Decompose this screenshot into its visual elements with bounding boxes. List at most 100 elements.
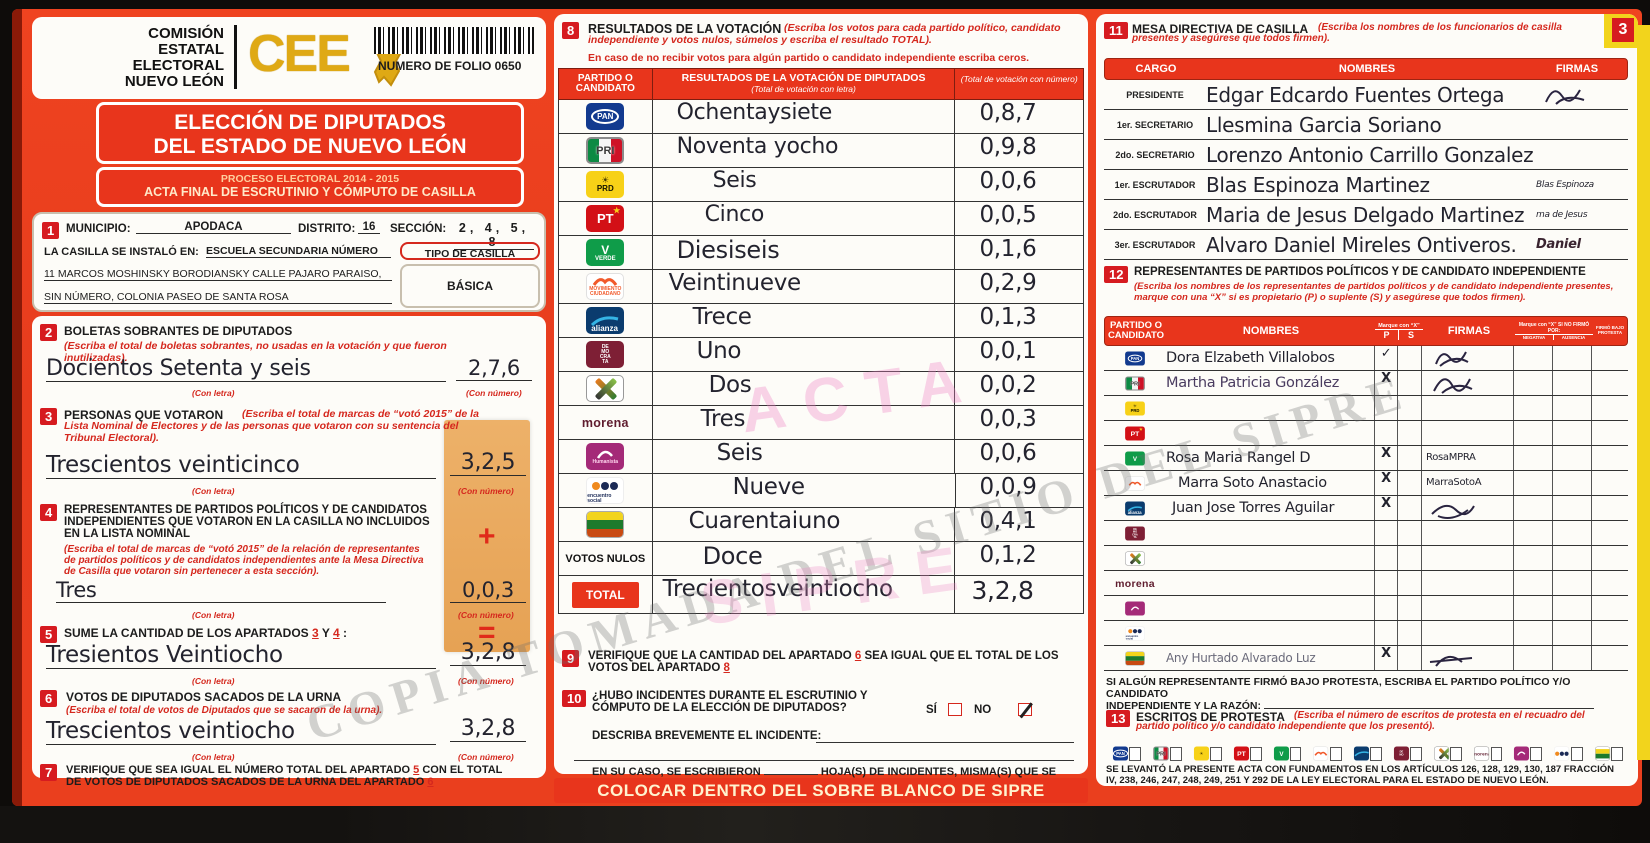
col-ausencia: AUSENCIA bbox=[1561, 335, 1586, 340]
protest-count-box[interactable] bbox=[1409, 746, 1422, 761]
con-numero-label: (Con número) bbox=[466, 388, 522, 398]
section5-title: SUME LA CANTIDAD DE LOS APARTADOS bbox=[64, 626, 309, 640]
table-row: PRESIDENTE Edgar Edcardo Fuentes Ortega bbox=[1104, 80, 1628, 110]
con-letra-label: (Con letra) bbox=[192, 752, 235, 762]
section2-badge: 2 bbox=[40, 324, 58, 341]
votos-nulos-label: VOTOS NULOS bbox=[559, 542, 653, 575]
section2-title: BOLETAS SOBRANTES DE DIPUTADOS bbox=[64, 324, 293, 338]
protest-count-box[interactable] bbox=[1329, 746, 1342, 761]
con-numero-label: (Con número) bbox=[458, 486, 514, 496]
con-numero-label: (Con número) bbox=[458, 676, 514, 686]
sum-highlight-strip bbox=[444, 420, 530, 652]
protest-count-box[interactable] bbox=[1169, 746, 1182, 761]
table-row: 1er. ESCRUTADOR Blas Espinoza Martinez Bla… bbox=[1104, 170, 1628, 200]
party-logo-cruzada-ciudadana bbox=[586, 375, 625, 402]
total-label: TOTAL bbox=[571, 581, 639, 608]
signature-scribble bbox=[1545, 89, 1585, 105]
table-row bbox=[1104, 596, 1628, 621]
protest-count-box[interactable] bbox=[1369, 746, 1382, 761]
section4-badge: 4 bbox=[40, 504, 58, 521]
party-logo-encuentro-social bbox=[1554, 746, 1570, 761]
party-logo-cruzada-ciudadana bbox=[1125, 550, 1145, 566]
annex-blank bbox=[763, 774, 818, 775]
p-mark: X bbox=[1374, 446, 1398, 470]
no-label: NO bbox=[974, 704, 992, 716]
votos-nulos-row: VOTOS NULOS Doce 0,1,2 bbox=[558, 542, 1084, 576]
col-negativa: NEGATIVA bbox=[1515, 335, 1554, 340]
vote-numero: 0,0,2 bbox=[979, 372, 1037, 398]
table-row: PRI Martha Patricia González X bbox=[1104, 371, 1628, 396]
table-row: ☀ PRD bbox=[1104, 396, 1628, 421]
rep-name: Martha Patricia González bbox=[1166, 375, 1340, 391]
ref-apartado-6b: 6 bbox=[854, 650, 862, 662]
table-row: DE MO CRA TA Uno 0,0,1 bbox=[558, 338, 1084, 372]
vote-numero: 0,0,5 bbox=[979, 202, 1037, 228]
protest-count-box[interactable] bbox=[1450, 746, 1463, 761]
protest-count-box[interactable] bbox=[1570, 746, 1583, 761]
table-row: PRI Noventa yocho 0,9,8 bbox=[558, 134, 1084, 168]
page-number-badge: 3 bbox=[1612, 18, 1634, 42]
table-row: PT ★ bbox=[1104, 421, 1628, 446]
p-mark: X bbox=[1374, 471, 1398, 495]
ref-apartado-4: 4 bbox=[332, 626, 340, 640]
con-letra-label: (Con letra) bbox=[192, 676, 235, 686]
section5-badge: 5 bbox=[40, 626, 58, 643]
protest-count-box[interactable] bbox=[1249, 746, 1262, 761]
votos-nulos-letra: Doce bbox=[653, 542, 956, 575]
vote-numero: 0,9,8 bbox=[979, 134, 1037, 160]
vote-letra: Noventa yocho bbox=[653, 134, 956, 167]
party-logo-nueva-alianza bbox=[1353, 746, 1369, 761]
table-row: encuentro social Nueve 0,0,9 bbox=[558, 474, 1084, 508]
signature: Blas Espinoza bbox=[1536, 179, 1594, 190]
p-mark: ✓ bbox=[1374, 346, 1398, 370]
protest-count-box[interactable] bbox=[1209, 746, 1222, 761]
col-nombres: NOMBRES bbox=[1338, 63, 1396, 75]
votos-nulos-numero: 0,1,2 bbox=[979, 542, 1037, 568]
section8-title: RESULTADOS DE LA VOTACIÓN bbox=[588, 22, 782, 36]
p-mark: X bbox=[1374, 371, 1398, 395]
protest-count-box[interactable] bbox=[1128, 746, 1141, 761]
party-logo-pri: PRI bbox=[586, 137, 625, 164]
section10-question: ¿HUBO INCIDENTES DURANTE EL ESCRUTINIO Y… bbox=[592, 690, 868, 714]
agency-name: COMISIÓN ESTATAL ELECTORAL NUEVO LEÓN bbox=[124, 25, 224, 90]
section4-numero: 0,0,3 bbox=[450, 578, 526, 603]
protest-text-2: INDEPENDIENTE Y LA RAZÓN: bbox=[1106, 700, 1261, 712]
section2-letra: Docientos Setenta y seis bbox=[46, 356, 446, 382]
no-checkbox[interactable] bbox=[1018, 702, 1033, 719]
rep-name: Any Hurtado Alvarado Luz bbox=[1166, 651, 1316, 665]
barcode bbox=[374, 27, 534, 54]
signature-scribble bbox=[1429, 655, 1473, 667]
table-row: Humanista Seis 0,0,6 bbox=[558, 440, 1084, 474]
section13-title: ESCRITOS DE PROTESTA bbox=[1136, 710, 1285, 724]
party-logo-humanista bbox=[1125, 600, 1145, 616]
rep-name: Juan Jose Torres Aguilar bbox=[1172, 500, 1335, 516]
party-logo-pt: PT bbox=[1233, 746, 1249, 761]
party-logo-pan: PAN bbox=[1112, 746, 1129, 761]
cargo-label: 3er. ESCRUTADOR bbox=[1114, 239, 1196, 250]
official-name: Llesmina Garcia Soriano bbox=[1206, 112, 1442, 137]
table-row: 2do. SECRETARIO Lorenzo Antonio Carrillo … bbox=[1104, 140, 1628, 170]
casilla-line3: SIN NÚMERO, COLONIA PASEO DE SANTA ROSA bbox=[44, 291, 392, 304]
section6-title: VOTOS DE DIPUTADOS SACADOS DE LA URNA bbox=[66, 690, 342, 704]
col-numero-header: (Total de votación con número) bbox=[960, 74, 1078, 84]
total-numero: 3,2,8 bbox=[971, 576, 1034, 605]
protest-count-box[interactable] bbox=[1530, 746, 1543, 761]
section7-badge: 7 bbox=[40, 764, 58, 781]
process-label: PROCESO ELECTORAL 2014 - 2015 bbox=[220, 173, 400, 185]
casilla-label: LA CASILLA SE INSTALÓ EN: bbox=[44, 246, 199, 258]
col-p: P bbox=[1375, 329, 1399, 340]
table-row: V Rosa Maria Rangel D X RosaMPRA bbox=[1104, 446, 1628, 471]
protest-count-box[interactable] bbox=[1490, 746, 1503, 761]
protest-count-box[interactable] bbox=[1289, 746, 1302, 761]
si-checkbox[interactable] bbox=[948, 703, 962, 716]
protest-count-box[interactable] bbox=[1611, 746, 1624, 761]
protest-text-1: SI ALGÚN REPRESENTANTE FIRMÓ BAJO PROTES… bbox=[1106, 676, 1571, 700]
party-logo-nueva-alianza: alianza bbox=[586, 307, 625, 334]
party-logo-verde: V VERDE bbox=[586, 239, 625, 266]
vote-letra: Cuarentaiuno bbox=[653, 508, 956, 541]
reps-table-body: PAN Dora Elzabeth Villalobos ✓ PRI Martha P… bbox=[1104, 346, 1628, 671]
party-logo-verde: V bbox=[1125, 450, 1145, 466]
col-marque-x: Marque con “X” bbox=[1378, 322, 1420, 329]
section12-title: REPRESENTANTES DE PARTIDOS POLÍTICOS Y D… bbox=[1134, 266, 1586, 278]
signature: ma de Jesus bbox=[1536, 209, 1588, 220]
